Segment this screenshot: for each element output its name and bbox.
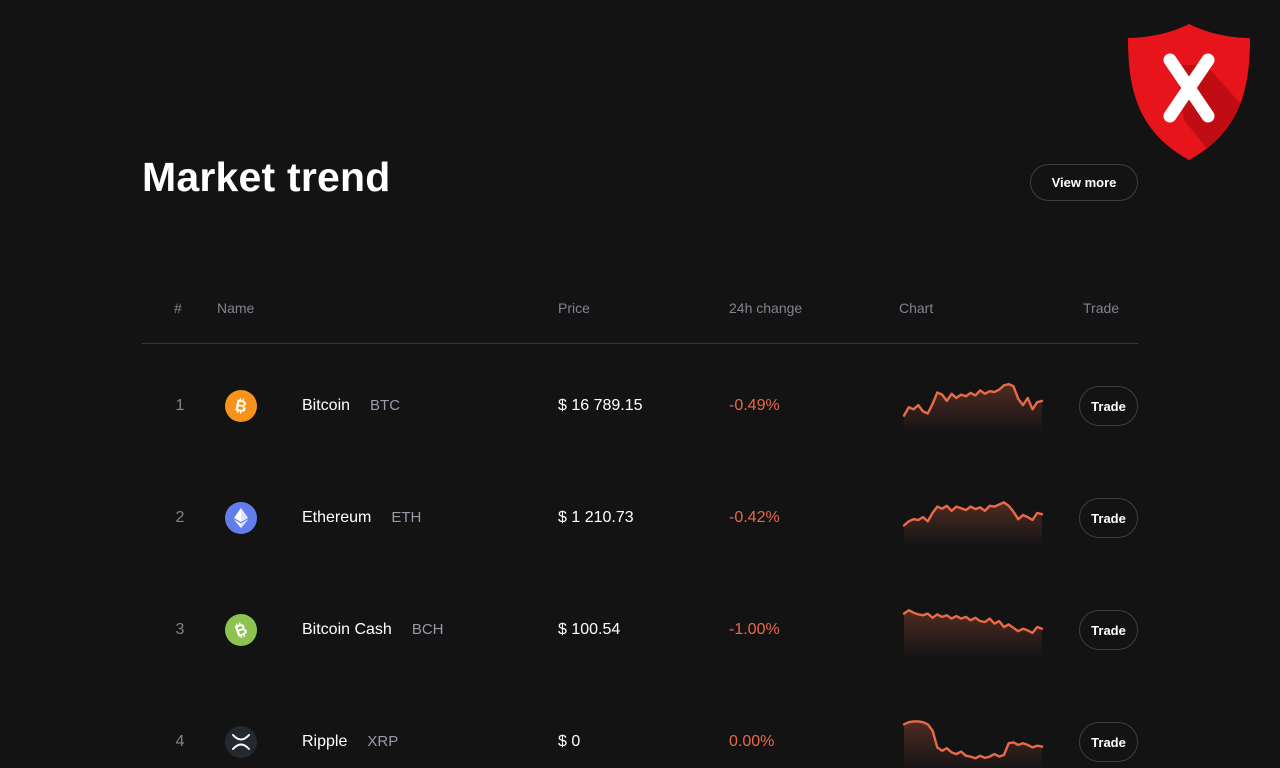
coin-name-group: Bitcoin BTC (302, 397, 400, 415)
security-shield-x-icon[interactable] (1124, 20, 1254, 164)
row-rank: 1 (175, 397, 185, 414)
sparkline-area (904, 384, 1042, 434)
column-header-change: 24h change (729, 300, 803, 316)
coin-name: Ethereum (302, 509, 372, 526)
column-header-trade: Trade (1083, 300, 1120, 316)
coin-change: -0.42% (729, 509, 780, 526)
row-rank: 4 (175, 733, 185, 750)
sparkline-line (902, 720, 1044, 760)
trade-button[interactable]: Trade (1079, 498, 1138, 538)
sparkline-chart (902, 501, 1044, 546)
bitcoin-cash-icon: B (225, 614, 257, 646)
coin-name-group: Bitcoin Cash BCH (302, 621, 444, 639)
sparkline-area (904, 721, 1042, 768)
row-rank: 2 (175, 509, 185, 526)
coin-name-group: Ripple XRP (302, 733, 398, 751)
coin-symbol: XRP (367, 733, 399, 750)
sparkline-line (902, 609, 1044, 635)
column-header-price: Price (558, 300, 590, 316)
header-divider (142, 343, 1138, 344)
column-header-name: Name (217, 300, 255, 316)
table-row: 1 B Bitcoin BTC $ 16 789.15 -0.49% Trade (0, 376, 1280, 436)
sparkline-area (904, 502, 1042, 546)
view-more-button[interactable]: View more (1030, 164, 1138, 201)
coin-name: Bitcoin (302, 397, 351, 414)
page-title: Market trend (142, 154, 391, 200)
coin-change: 0.00% (729, 733, 775, 750)
coin-name: Ripple (302, 733, 348, 750)
svg-text:B: B (233, 397, 248, 415)
table-row: 3 B Bitcoin Cash BCH $ 100.54 -1.00% Tra… (0, 600, 1280, 660)
sparkline-chart (902, 382, 1044, 434)
trade-button[interactable]: Trade (1079, 722, 1138, 762)
column-header-chart: Chart (899, 300, 934, 316)
coin-price: $ 1 210.73 (558, 509, 634, 526)
trade-button[interactable]: Trade (1079, 610, 1138, 650)
table-row: 2 Ethereum ETH $ 1 210.73 -0.42% Trade (0, 488, 1280, 548)
table-row: 4 Ripple XRP $ 0 0.00% Trade (0, 712, 1280, 768)
coin-symbol: BCH (411, 621, 444, 638)
coin-symbol: BTC (370, 397, 401, 414)
coin-name-group: Ethereum ETH (302, 509, 421, 527)
coin-price: $ 100.54 (558, 621, 621, 638)
bitcoin-icon: B (225, 390, 257, 422)
coin-name: Bitcoin Cash (302, 621, 392, 638)
coin-symbol: ETH (391, 509, 422, 526)
coin-price: $ 0 (558, 733, 581, 750)
column-header-rank: # (174, 300, 182, 316)
sparkline-line (902, 382, 1044, 417)
coin-price: $ 16 789.15 (558, 397, 643, 414)
row-rank: 3 (175, 621, 185, 638)
ripple-icon (225, 726, 257, 758)
sparkline-chart (902, 609, 1044, 658)
coin-change: -1.00% (729, 621, 780, 638)
ethereum-icon (225, 502, 257, 534)
sparkline-line (902, 501, 1044, 527)
sparkline-chart (902, 720, 1044, 768)
sparkline-area (904, 610, 1042, 658)
trade-button[interactable]: Trade (1079, 386, 1138, 426)
coin-change: -0.49% (729, 397, 780, 414)
